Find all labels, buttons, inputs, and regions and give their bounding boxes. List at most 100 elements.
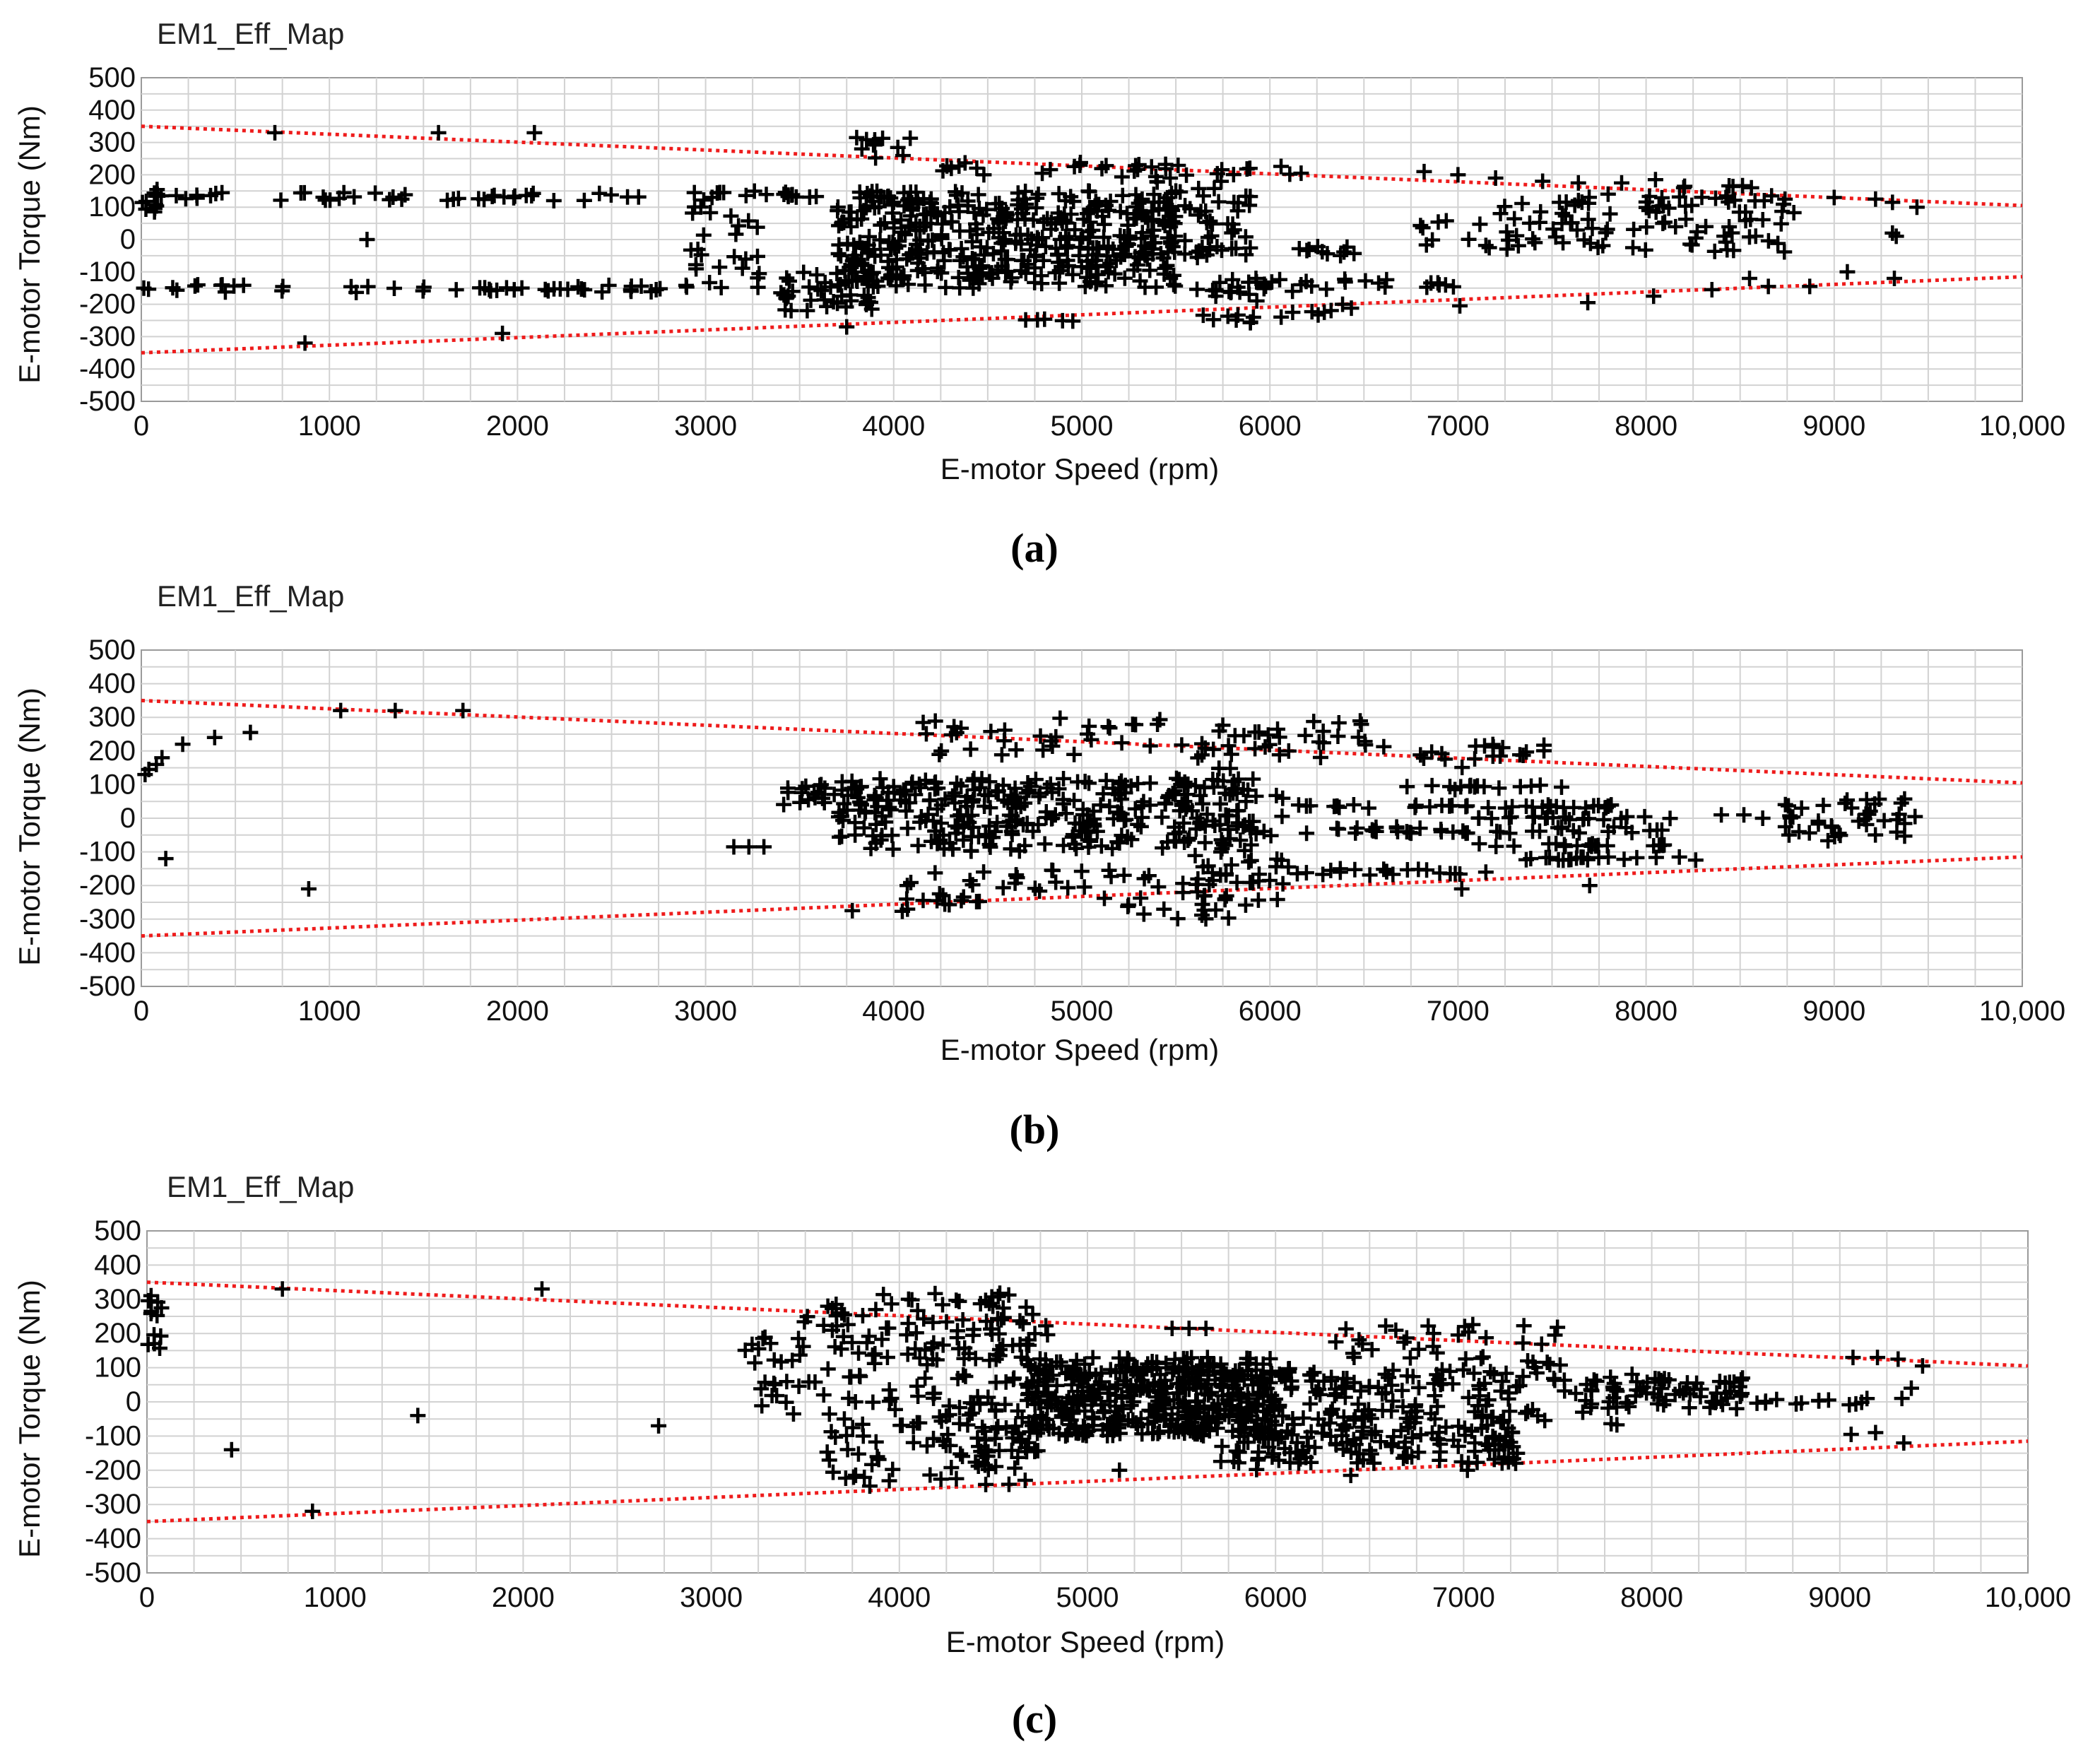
y-tick-label: 300: [88, 702, 136, 733]
data-point: [1525, 809, 1541, 825]
data-point: [1571, 825, 1587, 841]
data-point: [784, 187, 801, 203]
data-point: [861, 243, 877, 259]
data-point: [1351, 1446, 1367, 1462]
data-point: [1302, 1396, 1319, 1412]
data-point: [886, 785, 902, 801]
data-point: [1081, 775, 1097, 791]
data-point: [1042, 162, 1058, 178]
data-point: [1176, 815, 1192, 831]
data-point: [1030, 187, 1046, 203]
data-point: [1747, 193, 1763, 209]
data-point: [1776, 196, 1792, 213]
data-point: [904, 774, 921, 791]
data-point: [955, 1312, 971, 1328]
data-point: [1080, 1379, 1096, 1396]
data-point: [1477, 237, 1494, 254]
data-point: [883, 241, 899, 257]
data-point: [1411, 1379, 1427, 1396]
data-point: [1217, 1406, 1233, 1422]
data-point: [1239, 1355, 1255, 1371]
data-point: [1306, 1439, 1323, 1456]
data-point: [1128, 1380, 1145, 1396]
data-point: [933, 1413, 950, 1429]
data-point: [1038, 1318, 1054, 1334]
data-point: [1260, 1387, 1276, 1403]
data-point: [1066, 158, 1083, 175]
data-point: [1314, 244, 1331, 260]
data-point: [1501, 810, 1517, 826]
data-point: [1159, 257, 1175, 273]
data-point: [1253, 1369, 1269, 1386]
data-point: [526, 124, 543, 141]
upper-bound-line: [141, 698, 2023, 785]
data-point: [798, 778, 814, 794]
lower-bound-line: [141, 855, 2023, 938]
data-point: [902, 130, 919, 146]
data-point: [1051, 186, 1067, 202]
y-tick-label: 0: [120, 803, 136, 834]
data-point: [839, 319, 855, 335]
data-point: [296, 184, 312, 201]
data-point: [1506, 838, 1522, 854]
data-point: [1698, 218, 1714, 235]
data-point: [1586, 798, 1602, 814]
data-point: [995, 880, 1011, 896]
data-point: [297, 335, 313, 351]
data-point: [1419, 862, 1435, 878]
data-point: [1272, 271, 1288, 288]
data-point: [1716, 228, 1733, 244]
data-point: [841, 1391, 857, 1407]
data-point: [1591, 849, 1607, 866]
data-point: [844, 902, 861, 919]
data-point: [1364, 1427, 1380, 1443]
data-point: [1581, 189, 1598, 206]
data-point: [1298, 865, 1314, 881]
data-point: [1515, 1335, 1531, 1351]
data-point: [1228, 312, 1244, 328]
y-tick-label: 100: [94, 1352, 141, 1384]
data-point: [1108, 1364, 1124, 1381]
x-tick-label: 0: [139, 1582, 155, 1613]
data-point: [1350, 1455, 1366, 1471]
data-point: [1198, 1320, 1214, 1336]
data-point: [1066, 1368, 1082, 1384]
data-point: [1056, 837, 1071, 854]
data-point: [1621, 1398, 1637, 1415]
data-point: [903, 875, 919, 891]
data-point: [741, 213, 757, 229]
data-point: [796, 264, 812, 281]
data-point: [560, 281, 576, 297]
chart-svg-a: EM1_Eff_Map 5004003002001000-100-200-300…: [13, 17, 2065, 571]
data-point: [1180, 776, 1196, 792]
data-point: [1859, 1391, 1875, 1407]
data-point: [1468, 738, 1484, 755]
data-point: [1096, 890, 1112, 907]
data-point: [1199, 806, 1215, 822]
data-point: [217, 284, 233, 300]
data-point: [749, 219, 765, 235]
data-point: [985, 246, 1001, 262]
data-point: [651, 1417, 667, 1434]
data-point: [1222, 1398, 1239, 1414]
data-point: [1001, 1287, 1017, 1303]
data-point: [875, 1287, 892, 1303]
data-point: [1523, 851, 1539, 867]
data-point: [1306, 714, 1322, 730]
data-point: [1760, 232, 1776, 249]
data-point: [1410, 1341, 1427, 1357]
data-point: [1263, 274, 1280, 290]
data-point: [952, 223, 968, 239]
data-point: [1332, 861, 1348, 877]
data-point: [912, 814, 928, 830]
data-point: [873, 189, 889, 205]
data-point: [1675, 179, 1692, 196]
data-point: [731, 218, 747, 234]
data-point: [1051, 254, 1066, 271]
data-point: [214, 184, 230, 201]
data-point: [1136, 871, 1152, 887]
data-point: [1271, 729, 1287, 745]
data-point: [1492, 1414, 1509, 1430]
data-point: [1098, 278, 1114, 294]
data-point: [957, 155, 973, 171]
